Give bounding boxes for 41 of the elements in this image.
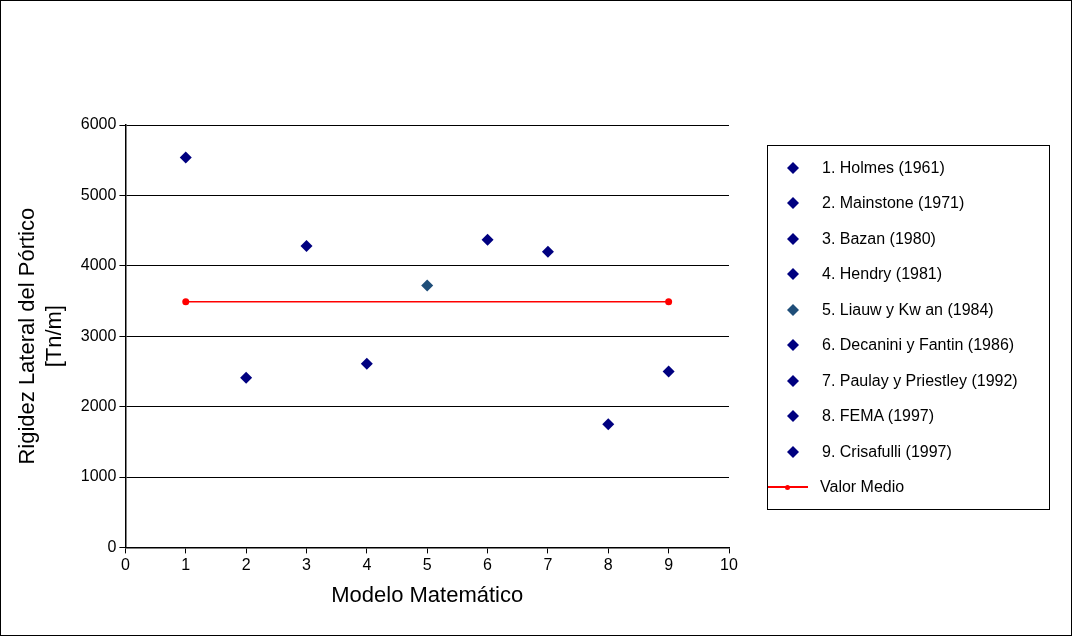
x-axis-title: Modelo Matemático: [331, 581, 524, 607]
legend-label: 1. Holmes (1961): [822, 158, 945, 177]
y-tick-label: 3000: [80, 326, 117, 344]
y-axis-title: Rigidez Lateral del Pórtico [Tn/m]: [14, 207, 66, 465]
legend-label: 9. Crisafulli (1997): [822, 442, 952, 461]
legend-label: 8. FEMA (1997): [822, 407, 935, 426]
point: [240, 371, 253, 384]
x-tick-label: 2: [241, 556, 251, 574]
legend-label: Valor Medio: [820, 478, 905, 497]
x-tick-label: 10: [720, 556, 738, 574]
legend-label: 6. Decanini y Fantin (1986): [822, 336, 1015, 355]
x-tick-label: 0: [120, 556, 130, 574]
y-tick-label: 1000: [80, 467, 117, 485]
y-tick-label: 6000: [80, 115, 117, 133]
legend-label: 3. Bazan (1980): [822, 229, 936, 248]
legend-label: 4. Hendry (1981): [822, 265, 943, 284]
legend-label: 7. Paulay y Priestley (1992): [822, 371, 1018, 390]
point: [300, 240, 313, 253]
y-tick-label: 0: [107, 537, 117, 555]
x-tick-label: 5: [422, 556, 432, 574]
point: [360, 357, 373, 370]
point: [662, 365, 675, 378]
point: [182, 298, 190, 306]
point: [665, 298, 673, 306]
y-tick-label: 4000: [80, 256, 117, 274]
x-tick-label: 9: [664, 556, 674, 574]
x-tick-label: 7: [543, 556, 553, 574]
x-tick-label: 3: [302, 556, 312, 574]
point: [421, 279, 434, 292]
x-tick-label: 8: [603, 556, 613, 574]
x-tick-label: 6: [483, 556, 493, 574]
point: [481, 233, 494, 246]
legend-label: 5. Liauw y Kw an (1984): [822, 300, 994, 319]
x-tick-label: 4: [362, 556, 372, 574]
y-tick-label: 5000: [80, 185, 117, 203]
point: [179, 151, 192, 164]
point: [541, 245, 554, 258]
x-tick-label: 1: [181, 556, 191, 574]
y-tick-label: 2000: [80, 397, 117, 415]
legend-label: 2. Mainstone (1971): [822, 194, 965, 213]
point: [602, 418, 615, 431]
